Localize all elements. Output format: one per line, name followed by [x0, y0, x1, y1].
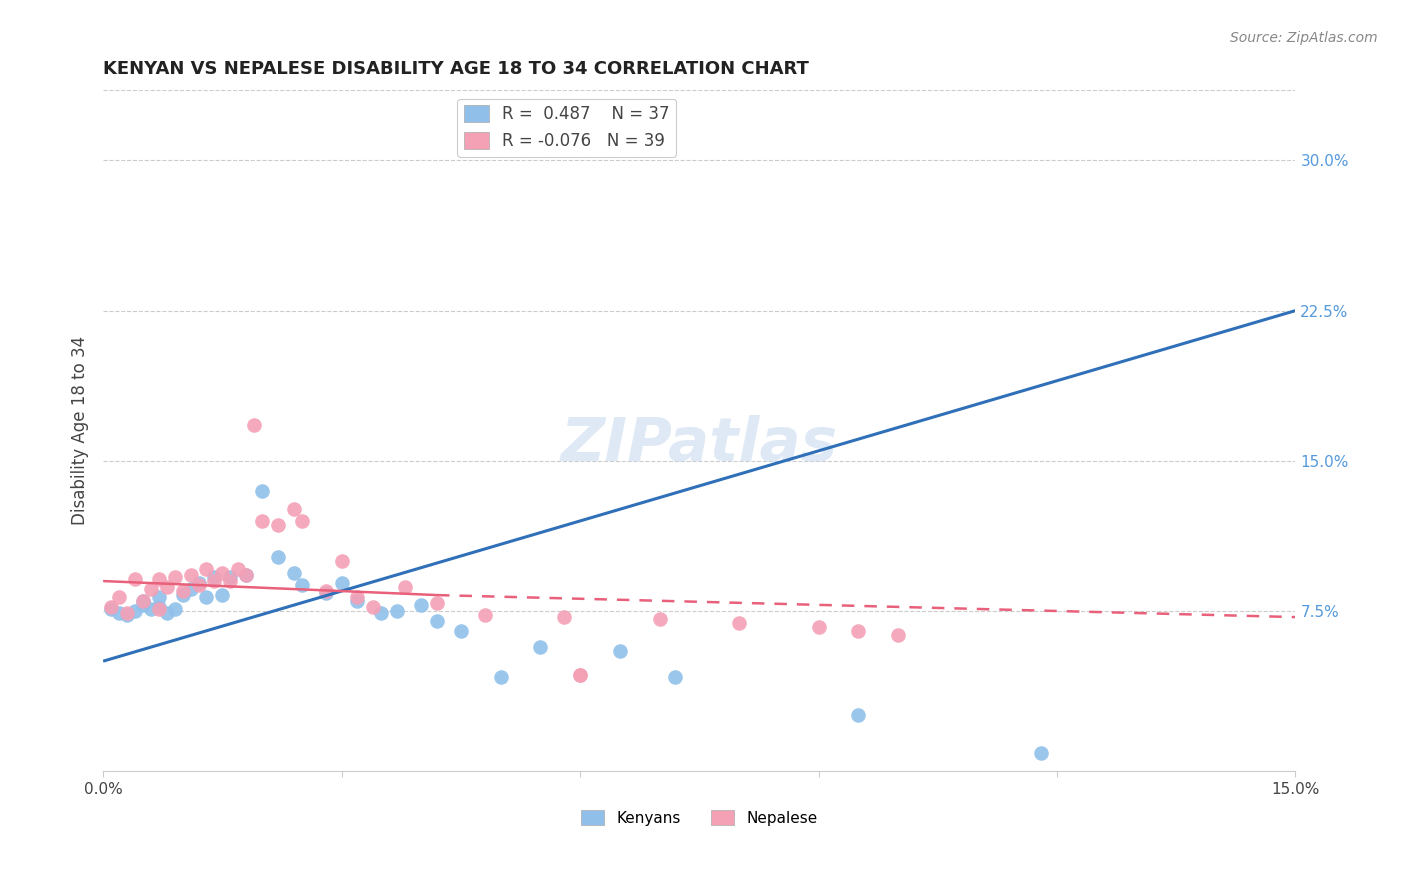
- Point: [100, 600, 122, 615]
- Point: [148, 600, 170, 615]
- Point: [648, 612, 671, 626]
- Point: [489, 670, 512, 684]
- Point: [609, 644, 631, 658]
- Point: [139, 582, 162, 596]
- Point: [315, 584, 337, 599]
- Point: [100, 602, 122, 616]
- Point: [346, 594, 368, 608]
- Point: [346, 590, 368, 604]
- Point: [132, 594, 155, 608]
- Text: Source: ZipAtlas.com: Source: ZipAtlas.com: [1230, 31, 1378, 45]
- Point: [330, 554, 353, 568]
- Point: [202, 570, 225, 584]
- Point: [156, 606, 179, 620]
- Point: [250, 483, 273, 498]
- Point: [569, 668, 592, 682]
- Point: [211, 588, 233, 602]
- Legend: Kenyans, Nepalese: Kenyans, Nepalese: [575, 804, 824, 832]
- Point: [330, 576, 353, 591]
- Point: [226, 562, 249, 576]
- Point: [370, 606, 392, 620]
- Text: KENYAN VS NEPALESE DISABILITY AGE 18 TO 34 CORRELATION CHART: KENYAN VS NEPALESE DISABILITY AGE 18 TO …: [103, 60, 808, 78]
- Point: [394, 580, 416, 594]
- Point: [132, 594, 155, 608]
- Point: [187, 576, 209, 591]
- Point: [846, 624, 869, 639]
- Point: [195, 590, 218, 604]
- Point: [846, 708, 869, 723]
- Point: [569, 668, 592, 682]
- Point: [243, 417, 266, 432]
- Point: [250, 514, 273, 528]
- Point: [267, 549, 290, 564]
- Point: [180, 568, 202, 582]
- Point: [211, 566, 233, 580]
- Point: [202, 574, 225, 588]
- Point: [283, 502, 305, 516]
- Point: [553, 610, 575, 624]
- Point: [115, 608, 138, 623]
- Point: [426, 614, 449, 628]
- Point: [172, 588, 194, 602]
- Point: [387, 604, 409, 618]
- Point: [148, 572, 170, 586]
- Point: [283, 566, 305, 580]
- Point: [195, 562, 218, 576]
- Point: [450, 624, 472, 639]
- Point: [124, 572, 146, 586]
- Point: [267, 518, 290, 533]
- Point: [219, 570, 242, 584]
- Y-axis label: Disability Age 18 to 34: Disability Age 18 to 34: [72, 336, 89, 525]
- Point: [807, 620, 830, 634]
- Point: [187, 578, 209, 592]
- Point: [728, 616, 751, 631]
- Point: [163, 570, 186, 584]
- Point: [148, 602, 170, 616]
- Point: [1029, 747, 1052, 761]
- Point: [115, 606, 138, 620]
- Point: [529, 640, 551, 655]
- Point: [235, 568, 257, 582]
- Point: [291, 514, 314, 528]
- Point: [172, 584, 194, 599]
- Text: ZIPatlas: ZIPatlas: [561, 415, 838, 474]
- Point: [291, 578, 314, 592]
- Point: [139, 602, 162, 616]
- Point: [426, 596, 449, 610]
- Point: [409, 598, 432, 612]
- Point: [132, 598, 155, 612]
- Point: [235, 568, 257, 582]
- Point: [219, 574, 242, 588]
- Point: [664, 670, 686, 684]
- Point: [315, 586, 337, 600]
- Point: [163, 602, 186, 616]
- Point: [108, 606, 131, 620]
- Point: [108, 590, 131, 604]
- Point: [180, 582, 202, 596]
- Point: [363, 600, 385, 615]
- Point: [124, 604, 146, 618]
- Point: [474, 608, 496, 623]
- Point: [156, 580, 179, 594]
- Point: [148, 590, 170, 604]
- Point: [887, 628, 910, 642]
